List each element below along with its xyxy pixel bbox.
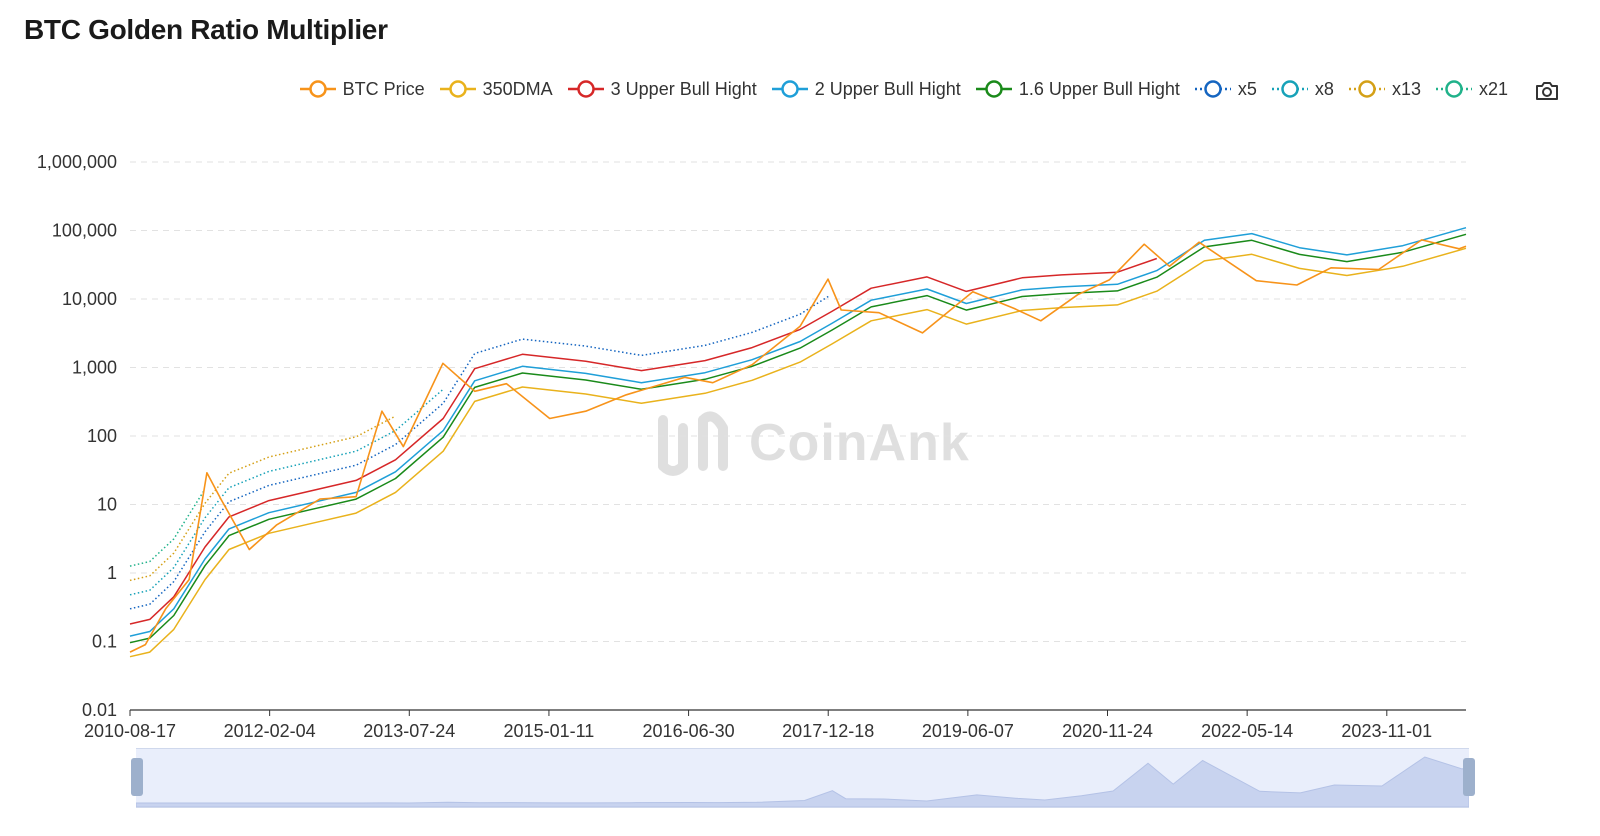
zoom-handle-right[interactable] (1463, 758, 1475, 796)
zoom-preview (135, 756, 1470, 808)
x-tick-label: 2017-12-18 (782, 721, 874, 741)
y-tick-label: 10,000 (62, 289, 117, 309)
legend-label: 350DMA (482, 78, 553, 99)
y-tick-label: 0.1 (92, 632, 117, 652)
legend-item-0[interactable]: BTC Price (299, 78, 425, 100)
legend-label: x13 (1391, 78, 1421, 99)
x-tick-label: 2010-08-17 (84, 721, 176, 741)
camera-icon[interactable] (1534, 78, 1560, 104)
legend-swatch-icon (1435, 80, 1472, 98)
legend-label: x8 (1314, 78, 1334, 99)
legend-swatch-icon (771, 80, 808, 98)
series-line-btc-price (129, 239, 1467, 653)
y-tick-label: 0.01 (82, 700, 117, 720)
series-line-x13 (129, 415, 396, 582)
legend-item-1[interactable]: 350DMA (439, 78, 553, 100)
series-line-350dma (129, 247, 1467, 658)
y-tick-label: 1 (107, 563, 117, 583)
x-tick-label: 2020-11-24 (1062, 721, 1153, 741)
legend-swatch-icon (1271, 80, 1308, 98)
legend-swatch-icon (439, 80, 476, 98)
legend-swatch-icon (1194, 80, 1231, 98)
legend-swatch-icon (975, 80, 1012, 98)
legend-swatch-icon (1348, 80, 1385, 98)
y-tick-label: 1,000,000 (37, 152, 117, 172)
x-tick-label: 2022-05-14 (1201, 721, 1293, 741)
y-tick-label: 1,000 (72, 358, 117, 378)
zoom-preview-area (135, 756, 1470, 808)
legend-label: x21 (1478, 78, 1508, 99)
legend-label: x5 (1237, 78, 1257, 99)
series-line-1-6-upper-bull-hight (129, 233, 1467, 644)
legend-item-5[interactable]: x5 (1194, 78, 1257, 100)
legend-item-7[interactable]: x13 (1348, 78, 1421, 100)
legend-label: 1.6 Upper Bull Hight (1018, 78, 1180, 99)
legend-swatch-icon (567, 80, 604, 98)
zoom-slider-track[interactable] (135, 748, 1470, 808)
legend-swatch-icon (299, 80, 336, 98)
legend-item-2[interactable]: 3 Upper Bull Hight (567, 78, 757, 100)
series-line-x5 (129, 295, 830, 610)
x-tick-label: 2023-11-01 (1341, 721, 1432, 741)
series-line-3-upper-bull-hight (129, 257, 1158, 625)
legend-item-6[interactable]: x8 (1271, 78, 1334, 100)
legend-label: 2 Upper Bull Hight (814, 78, 961, 99)
legend: BTC Price 350DMA 3 Upper Bull Hight 2 Upper… (299, 78, 1508, 100)
legend-item-4[interactable]: 1.6 Upper Bull Hight (975, 78, 1180, 100)
legend-item-3[interactable]: 2 Upper Bull Hight (771, 78, 961, 100)
x-tick-label: 2016-06-30 (643, 721, 735, 741)
chart-title: BTC Golden Ratio Multiplier (24, 14, 388, 45)
series-line-x8 (129, 388, 444, 596)
y-tick-label: 100 (87, 426, 117, 446)
x-tick-label: 2013-07-24 (363, 721, 455, 741)
legend-label: BTC Price (342, 78, 425, 99)
legend-item-8[interactable]: x21 (1435, 78, 1508, 100)
y-tick-label: 10 (97, 495, 117, 515)
y-tick-label: 100,000 (52, 221, 117, 241)
x-tick-label: 2015-01-11 (504, 721, 595, 741)
x-tick-label: 2012-02-04 (224, 721, 316, 741)
x-tick-label: 2019-06-07 (922, 721, 1014, 741)
legend-label: 3 Upper Bull Hight (610, 78, 757, 99)
zoom-handle-left[interactable] (131, 758, 143, 796)
series-line-2-upper-bull-hight (129, 226, 1467, 637)
series-line-x21 (129, 488, 206, 567)
